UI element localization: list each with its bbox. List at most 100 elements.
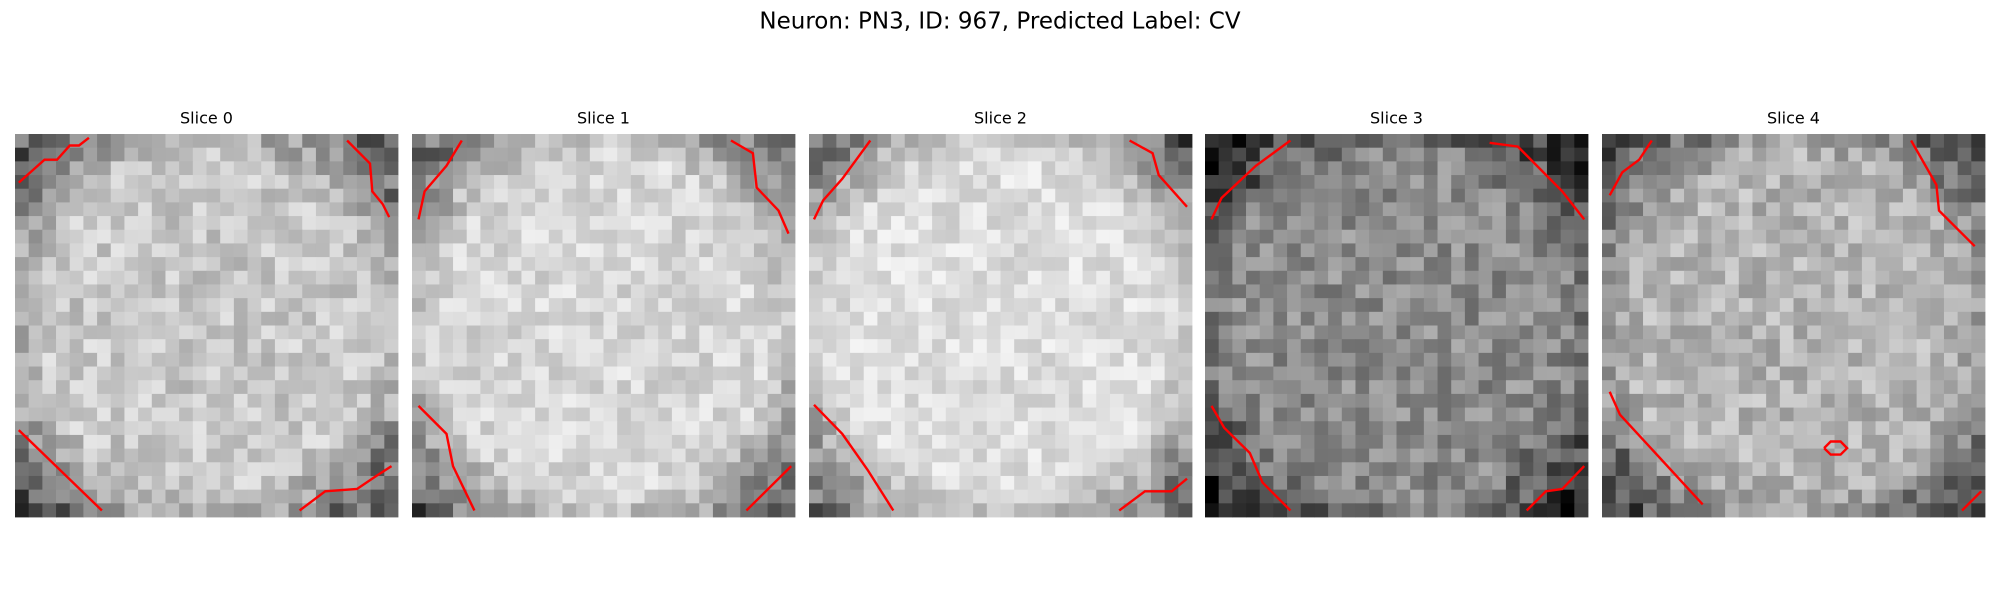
pixel — [439, 366, 454, 381]
pixel — [1382, 134, 1397, 149]
pixel — [1820, 202, 1835, 217]
pixel — [247, 243, 262, 258]
pixel — [1096, 503, 1111, 518]
pixel — [1355, 311, 1370, 326]
pixel — [1178, 298, 1193, 313]
pixel — [56, 503, 71, 518]
pixel — [343, 134, 358, 149]
pixel — [110, 393, 125, 408]
pixel — [1300, 202, 1315, 217]
pixel — [1014, 339, 1029, 354]
pixel — [1546, 188, 1562, 203]
pixel — [1246, 188, 1261, 203]
pixel — [1807, 161, 1822, 176]
pixel — [1464, 325, 1479, 340]
pixel — [1068, 270, 1083, 285]
pixel — [850, 243, 865, 258]
pixel — [1834, 380, 1849, 395]
pixel — [1164, 448, 1179, 463]
pixel — [1848, 147, 1863, 162]
pixel — [28, 503, 43, 518]
pixel — [370, 284, 385, 299]
pixel — [1779, 503, 1794, 518]
pixel — [1957, 257, 1972, 272]
pixel — [261, 175, 276, 190]
pixel — [617, 325, 632, 340]
pixel — [507, 161, 522, 176]
pixel — [877, 421, 892, 436]
pixel — [480, 147, 495, 162]
pixel — [138, 298, 153, 313]
pixel — [863, 298, 878, 313]
pixel — [918, 243, 933, 258]
contour — [1489, 141, 1586, 221]
pixel — [562, 134, 577, 149]
pixel — [671, 257, 686, 272]
pixel — [1943, 352, 1959, 367]
pixel — [1014, 380, 1029, 395]
pixel — [1055, 393, 1070, 408]
pixel — [1861, 421, 1876, 436]
pixel — [740, 175, 755, 190]
pixel — [1902, 462, 1918, 477]
pixel — [1451, 407, 1466, 422]
pixel — [179, 489, 194, 504]
pixel — [507, 462, 522, 477]
pixel — [274, 188, 289, 203]
pixel — [1396, 325, 1411, 340]
pixel — [781, 311, 796, 326]
pixel — [671, 284, 686, 299]
pixel — [439, 352, 454, 367]
pixel — [753, 298, 769, 313]
pixel — [288, 380, 303, 395]
pixel — [918, 175, 933, 190]
pixel — [343, 475, 358, 491]
pixel — [1478, 407, 1493, 422]
pixel — [165, 257, 180, 272]
pixel — [850, 216, 865, 231]
pixel — [192, 134, 207, 149]
pixel — [1902, 270, 1918, 285]
pixel — [480, 352, 495, 367]
pixel — [1684, 134, 1699, 149]
slice-image — [412, 134, 796, 518]
contour — [1129, 139, 1188, 208]
pixel — [1437, 448, 1452, 463]
pixel — [192, 475, 207, 491]
pixel — [1205, 503, 1220, 518]
pixel — [1889, 257, 1904, 272]
pixel — [1232, 448, 1247, 463]
pixel — [1546, 448, 1562, 463]
pixel — [1246, 147, 1261, 162]
pixel — [1068, 462, 1083, 477]
pixel — [315, 462, 331, 477]
pixel — [1861, 270, 1876, 285]
pixel — [1150, 448, 1166, 463]
pixel — [781, 339, 796, 354]
pixel — [1834, 147, 1849, 162]
pixel — [179, 475, 194, 491]
pixel — [877, 202, 892, 217]
pixel — [165, 407, 180, 422]
pixel — [1341, 380, 1356, 395]
pixel — [1560, 243, 1575, 258]
pixel — [932, 462, 947, 477]
pixel — [781, 366, 796, 381]
pixel — [1314, 448, 1329, 463]
pixel — [1971, 188, 1986, 203]
pixel — [535, 188, 550, 203]
pixel — [261, 284, 276, 299]
pixel — [1314, 421, 1329, 436]
pixel — [904, 503, 919, 518]
pixel — [576, 270, 591, 285]
pixel — [1000, 202, 1015, 217]
pixel — [589, 243, 604, 258]
pixel — [712, 270, 728, 285]
pixel — [343, 434, 358, 450]
pixel — [1150, 134, 1166, 149]
pixel — [1150, 434, 1166, 450]
pixel — [548, 448, 563, 463]
pixel — [1779, 284, 1794, 299]
pixel — [233, 489, 248, 504]
pixel — [1082, 489, 1097, 504]
